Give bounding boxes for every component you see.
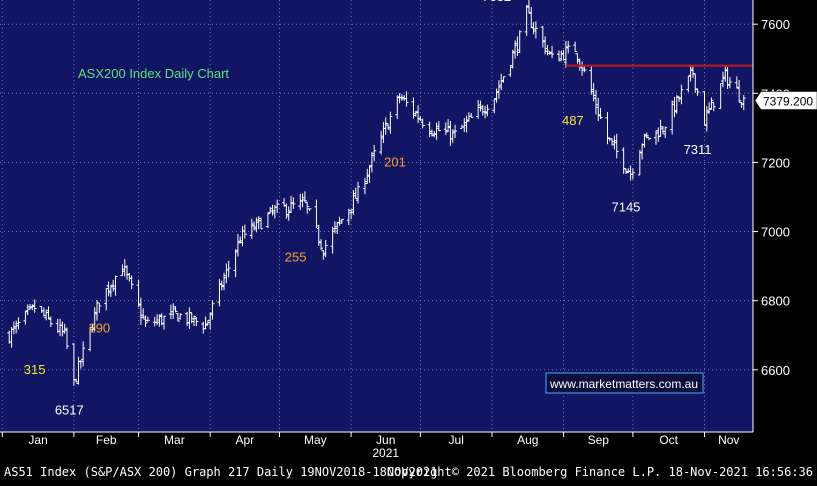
x-tick-label: Mar <box>164 433 185 447</box>
annotation-label: 487 <box>562 113 584 128</box>
last-value-marker: 7379.200 <box>754 91 817 110</box>
annotation-label: 315 <box>24 362 46 377</box>
annotation-label: 7311 <box>684 142 712 157</box>
x-year-label: 2021 <box>372 446 399 460</box>
x-axis: Jan Feb Mar Apr May Jun Jul Aug Sep Oct Nov 2021 <box>0 431 753 460</box>
x-tick-label: Sep <box>588 433 610 447</box>
x-tick-label: Oct <box>659 433 678 447</box>
annotation-label: 201 <box>384 154 406 169</box>
gridlines <box>0 0 753 432</box>
y-tick-label: 6600 <box>761 363 790 378</box>
annotation-label: 7145 <box>611 199 640 214</box>
y-tick-label: 7200 <box>761 155 790 170</box>
x-tick-label: May <box>304 433 327 447</box>
annotation-label: 7632 <box>482 0 511 4</box>
annotation-label: 290 <box>88 320 110 335</box>
plot-background <box>0 0 753 432</box>
footer-left: AS51 Index (S&P/ASX 200) Graph 217 Daily… <box>4 465 437 479</box>
y-axis: 660068007000720074007600 <box>752 0 790 432</box>
y-tick-label: 6800 <box>761 294 790 309</box>
x-tick-label: Nov <box>718 433 739 447</box>
watermark-text: www.marketmatters.com.au <box>549 377 698 391</box>
x-tick-label: Jun <box>376 433 395 447</box>
price-bars <box>7 0 746 386</box>
annotations: 315 6517 290 255 201 7632 487 7145 7311 <box>24 0 712 417</box>
footer-right: Copyright© 2021 Bloomberg Finance L.P. 1… <box>387 465 813 479</box>
y-tick-label: 7600 <box>761 17 790 32</box>
x-tick-label: Jul <box>449 433 464 447</box>
x-tick-label: Aug <box>517 433 538 447</box>
x-tick-label: Feb <box>96 433 117 447</box>
annotation-label: 6517 <box>55 402 84 417</box>
chart-title: ASX200 Index Daily Chart <box>78 66 229 81</box>
last-value-label: 7379.200 <box>763 95 813 109</box>
watermark-box: www.marketmatters.com.au <box>545 372 704 394</box>
y-tick-label: 7000 <box>761 225 790 240</box>
annotation-label: 255 <box>285 249 307 264</box>
x-tick-label: Jan <box>28 433 47 447</box>
x-tick-label: Apr <box>235 433 254 447</box>
